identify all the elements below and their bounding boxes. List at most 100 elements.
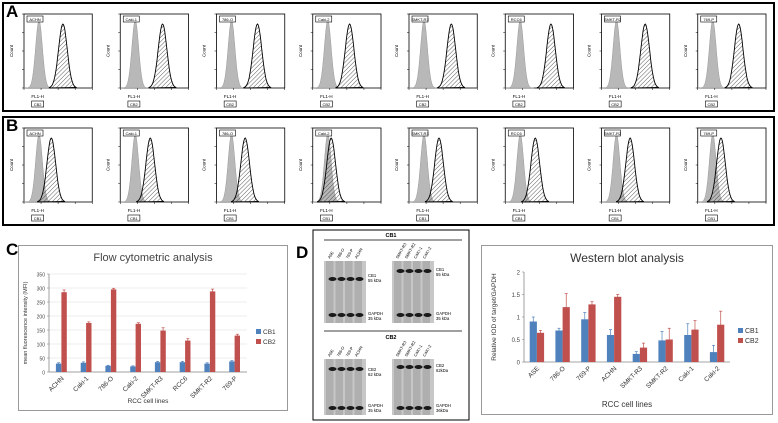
count-axis-label: Count (683, 44, 688, 57)
gapdh-band (405, 313, 414, 317)
fl1h-axis-label: FL1-H (224, 94, 237, 99)
marker-label: CB1 (130, 216, 139, 221)
fl1h-axis-label: FL1-H (31, 208, 44, 213)
cb1-label-left: CB1 (368, 273, 377, 278)
bar-cb2 (160, 330, 166, 372)
y-tick-label: 350 (37, 273, 46, 279)
histogram-6: RCC6 Count FL1-H CB2 (490, 13, 574, 108)
sample-histogram (317, 137, 345, 203)
fl1h-axis-label: FL1-H (128, 94, 141, 99)
marker-label: CB2 (515, 102, 524, 107)
bar-cb2 (61, 292, 67, 372)
y-tick-label: 300 (37, 287, 46, 293)
bar-cb1 (529, 321, 537, 362)
sample-histogram (148, 23, 177, 89)
gapdh-band-cb2 (405, 406, 414, 410)
x-category-label: SMKT-R3 (140, 375, 165, 400)
bar-cb1 (555, 330, 563, 362)
gapdh-kda-left: 35 kDa (368, 316, 382, 321)
histogram-4: Caki-2 Count FL1-H CB2 (298, 13, 382, 108)
y-tick-label: 0.5 (512, 338, 521, 344)
count-axis-label: Count (298, 44, 303, 57)
gapdh-label-left-cb2: GAPDH (368, 403, 383, 408)
cell-line-label: SMKT-R3 (411, 17, 429, 22)
bar-cb2 (614, 296, 622, 363)
cell-line-tag: Caki-2 (315, 129, 333, 137)
cb1-kda-right: 55 kDa (436, 272, 450, 277)
y-tick-label: 2 (517, 271, 521, 277)
cb1-band (328, 277, 337, 281)
sample-histogram (335, 23, 364, 89)
x-category-label: ASE (527, 365, 542, 380)
x-category-label: 769-P (222, 375, 239, 392)
cell-line-label: ACHN (29, 17, 40, 22)
cb1-band (346, 277, 355, 281)
marker-label: CB1 (226, 216, 235, 221)
y-tick-label: 100 (37, 343, 46, 349)
western-chart-box: Western blot analysis 0 0.5 1 1.5 2 ASE 786-O 7… (481, 245, 773, 415)
histogram-5: SMKT-R3 Count FL1-H CB2 (394, 13, 478, 108)
histogram-7: SMKT-R2 Count FL1-H CB1 (587, 127, 671, 222)
bar-cb1 (179, 362, 186, 372)
marker-tag: CB1 (512, 214, 526, 222)
gapdh-band-cb2 (355, 406, 364, 410)
lane-label-left: A5E (327, 250, 335, 259)
lane-label-left: ACHN (354, 247, 364, 259)
sample-histogram (706, 137, 735, 203)
fl1h-axis-label: FL1-H (609, 208, 622, 213)
legend-swatch (738, 328, 743, 333)
x-category-label: Caki-1 (677, 365, 696, 384)
count-axis-label: Count (105, 158, 110, 171)
cell-line-tag: SMKT-R3 (411, 129, 429, 137)
flow-chart-box: Flow cytometric analysis 0 50 100 150 200 250… (18, 245, 288, 411)
gapdh-band-cb2 (396, 406, 405, 410)
x-category-label: Caki-2 (122, 375, 141, 394)
x-category-label: Caki-2 (703, 365, 722, 384)
lane-label-right-cb2: CAKI-2 (422, 343, 433, 357)
bar-cb1 (684, 335, 692, 362)
cb2-kda-right: 62kDa (436, 368, 449, 373)
marker-tag: CB2 (608, 100, 622, 108)
y-tick-label: 0 (42, 371, 45, 377)
lane-label-left-cb2: 786-O (336, 345, 346, 357)
marker-tag: CB2 (223, 100, 237, 108)
y-tick-label: 50 (39, 357, 45, 363)
cell-line-label: Caki-2 (318, 131, 330, 136)
sample-histogram (231, 137, 259, 203)
bar-cb2 (588, 304, 596, 362)
fl1h-axis-label: FL1-H (128, 208, 141, 213)
count-axis-label: Count (587, 44, 592, 57)
panel-a-letter: A (6, 2, 19, 21)
marker-tag: CB1 (705, 214, 718, 222)
fl1h-axis-label: FL1-H (705, 208, 718, 213)
x-category-label: SMKT-R2 (645, 365, 670, 390)
bar-cb1 (55, 363, 62, 372)
cb1-band (355, 277, 364, 281)
y-tick-label: 0 (517, 361, 521, 367)
flow-chart-title: Flow cytometric analysis (93, 252, 213, 264)
panel-b-frame (2, 116, 775, 226)
sample-histogram (48, 23, 77, 89)
cell-line-label: SMKT-R2 (604, 17, 622, 22)
lane-label-left: 786-O (336, 247, 346, 259)
gapdh-kda-left-cb2: 35 kDa (368, 408, 382, 413)
gapdh-band (328, 313, 337, 317)
x-category-label: SMKT-R2 (189, 375, 214, 400)
cb2-band (405, 365, 414, 369)
sample-histogram (631, 23, 659, 89)
legend-swatch (256, 329, 261, 334)
bar-cb2 (562, 307, 570, 362)
marker-tag: CB2 (416, 100, 429, 108)
cell-line-label: Caki-2 (318, 17, 330, 22)
cb1-band (337, 277, 346, 281)
y-tick-label: 150 (37, 329, 46, 335)
histogram-3: 786-O Count FL1-H CB1 (202, 127, 286, 222)
x-category-label: Caki-1 (72, 375, 91, 394)
histogram-5: SMKT-R3 Count FL1-H CB1 (394, 127, 478, 222)
gapdh-band-cb2 (328, 406, 337, 410)
marker-label: CB1 (611, 216, 620, 221)
sample-histogram (536, 23, 565, 89)
flow-chart-svg: 0 50 100 150 200 250 300 350 ACHN Caki-1 786-O Caki… (23, 273, 276, 406)
bar-cb1 (130, 366, 136, 372)
